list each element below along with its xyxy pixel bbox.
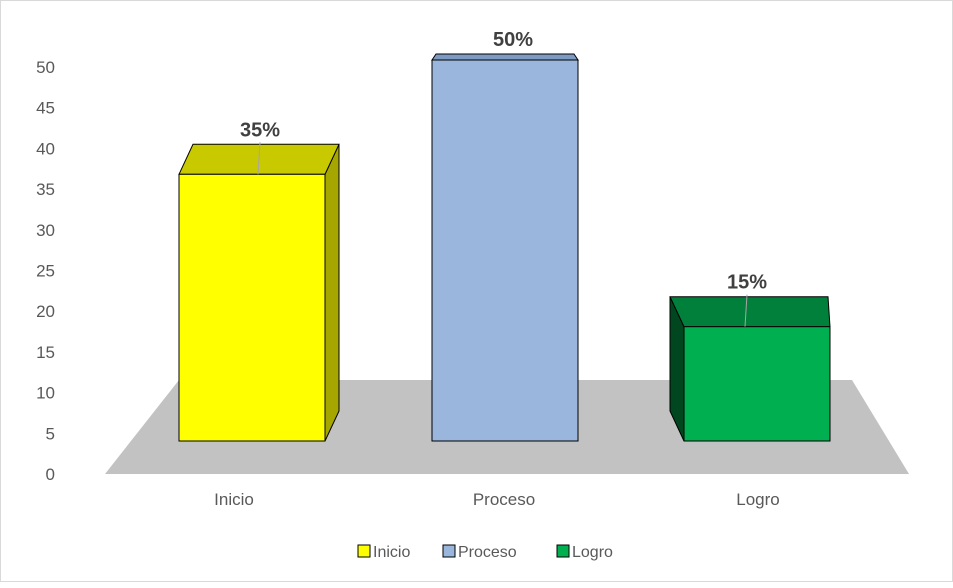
y-tick-label: 50 <box>36 58 55 77</box>
data-label-inicio: 35% <box>240 119 280 141</box>
legend-label: Inicio <box>373 544 410 561</box>
legend-label: Logro <box>572 544 613 561</box>
legend-swatch <box>442 544 456 558</box>
data-label-leader <box>257 142 261 175</box>
bar-proceso <box>431 53 579 442</box>
y-tick-label: 0 <box>46 465 55 484</box>
bar-top-face <box>431 53 579 61</box>
bars <box>178 53 831 442</box>
bar-front-face <box>431 59 579 442</box>
x-axis-labels: Inicio Proceso Logro <box>214 490 780 509</box>
legend-swatch <box>357 544 371 558</box>
legend-item-logro: Logro <box>556 544 613 561</box>
data-label-logro: 15% <box>727 272 767 294</box>
data-labels: 35% 50% 15% <box>240 29 767 327</box>
legend: Inicio Proceso Logro <box>357 544 613 561</box>
y-axis-ticks: 0 5 10 15 20 25 30 35 40 45 50 <box>36 58 55 484</box>
bar-front-face <box>683 326 831 442</box>
y-tick-label: 25 <box>36 262 55 281</box>
x-tick-label-proceso: Proceso <box>473 490 535 509</box>
y-tick-label: 10 <box>36 384 55 403</box>
bar-inicio <box>178 143 340 442</box>
x-tick-label-logro: Logro <box>736 490 779 509</box>
data-label-proceso: 50% <box>493 29 533 51</box>
bar-top-face <box>669 296 831 328</box>
bar-logro <box>669 296 831 442</box>
y-tick-label: 45 <box>36 99 55 118</box>
y-tick-label: 5 <box>46 424 55 443</box>
legend-item-proceso: Proceso <box>442 544 517 561</box>
legend-label: Proceso <box>458 544 517 561</box>
y-tick-label: 15 <box>36 343 55 362</box>
y-tick-label: 35 <box>36 180 55 199</box>
y-tick-label: 20 <box>36 302 55 321</box>
legend-item-inicio: Inicio <box>357 544 410 561</box>
x-tick-label-inicio: Inicio <box>214 490 254 509</box>
y-tick-label: 30 <box>36 221 55 240</box>
data-label-leader <box>744 294 748 327</box>
legend-swatch <box>556 544 570 558</box>
y-tick-label: 40 <box>36 139 55 158</box>
bar-side-face <box>324 144 340 442</box>
bar-front-face <box>178 173 326 442</box>
